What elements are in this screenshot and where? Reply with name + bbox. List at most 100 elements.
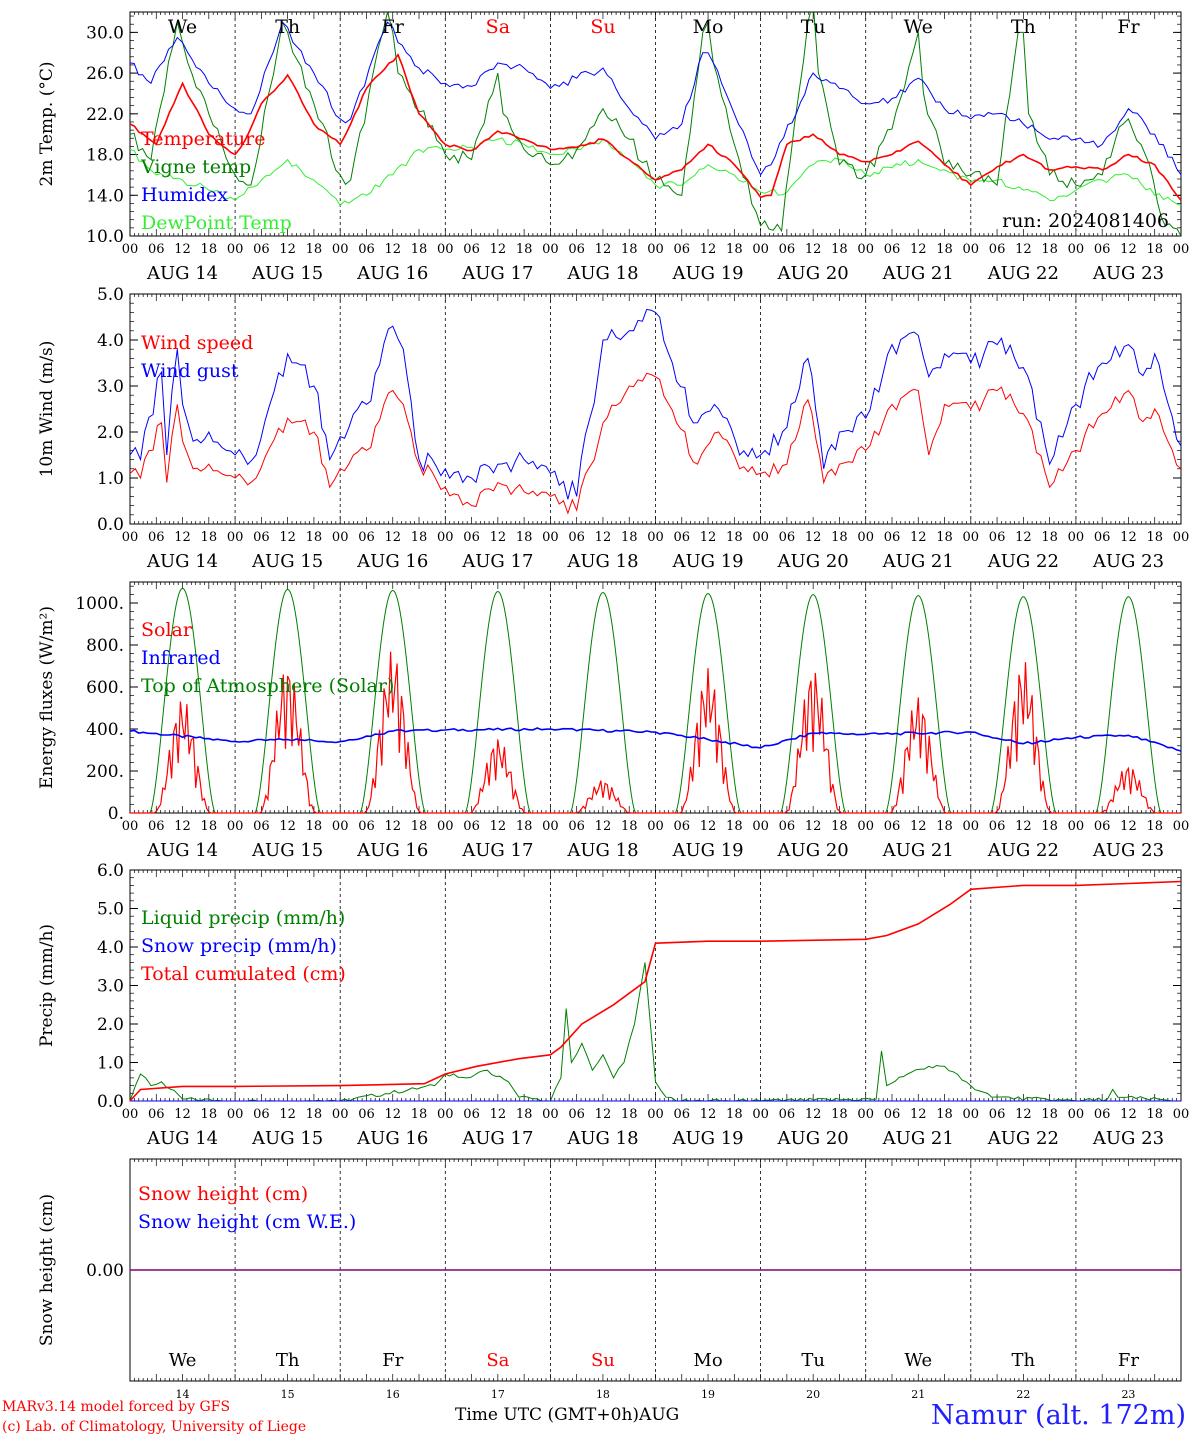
date-label: AUG 22	[987, 840, 1059, 861]
hour-label: 00	[542, 819, 559, 834]
series-total-cumulated	[129, 880, 1182, 1102]
y-tick-label: 5.0	[97, 285, 124, 305]
hour-label: 12	[700, 1107, 717, 1122]
panel-1: 00 06 12 18 AUG 14 00 06 12 18 AUG 15 00 06 12 18 AUG …	[37, 11, 1190, 284]
hour-label: 12	[279, 530, 296, 545]
hour-label: 18	[411, 242, 428, 257]
legend-top-of-atmosphere-solar-: Top of Atmosphere (Solar)	[141, 675, 394, 697]
date-label: AUG 21	[882, 1128, 954, 1149]
hour-label: 00	[227, 819, 244, 834]
day-name: Th	[1011, 16, 1036, 38]
day-number: 23	[1121, 1388, 1135, 1401]
hour-label: 00	[542, 1107, 559, 1122]
day-number: 22	[1016, 1388, 1030, 1401]
hour-label: 00	[542, 530, 559, 545]
date-label: AUG 20	[777, 1128, 849, 1149]
y-tick-label: 26.0	[86, 64, 124, 84]
day-name: Th	[276, 1350, 300, 1371]
day-name: Sa	[486, 16, 510, 38]
day-name: Th	[275, 16, 300, 38]
day-number: 14	[176, 1388, 190, 1401]
legend-snow-height-cm-: Snow height (cm)	[138, 1183, 308, 1205]
hour-label: 00	[437, 530, 454, 545]
hour-label: 18	[621, 530, 638, 545]
series-vigne-temp	[130, 12, 1181, 236]
date-label: AUG 20	[777, 263, 849, 284]
date-label: AUG 15	[251, 840, 323, 861]
legend-dewpoint-temp: DewPoint Temp	[141, 212, 292, 234]
hour-label: 18	[411, 1107, 428, 1122]
legend-wind-gust: Wind gust	[141, 360, 239, 382]
y-tick-label: 4.0	[97, 331, 124, 351]
hour-label: 18	[306, 242, 323, 257]
day-name: Fr	[1117, 16, 1140, 38]
month-label: AUG	[639, 1405, 680, 1425]
day-name: Mo	[693, 16, 724, 38]
hour-label: 00	[647, 242, 664, 257]
hour-label: 12	[700, 530, 717, 545]
hour-label: 00	[1173, 242, 1190, 257]
day-number: 17	[491, 1388, 505, 1401]
day-number: 21	[911, 1388, 925, 1401]
hour-label: 12	[1015, 819, 1032, 834]
series-dewpoint-temp	[130, 137, 1181, 207]
hour-label: 00	[752, 530, 769, 545]
date-label: AUG 16	[356, 263, 428, 284]
date-label: AUG 22	[987, 551, 1059, 572]
hour-label: 18	[726, 530, 743, 545]
day-name: Fr	[1118, 1350, 1139, 1371]
y-tick-label: 0.	[108, 804, 124, 824]
hour-label: 12	[174, 530, 191, 545]
hour-label: 00	[1068, 819, 1085, 834]
date-label: AUG 23	[1092, 551, 1164, 572]
hour-label: 06	[253, 530, 270, 545]
y-tick-label: 30.0	[86, 23, 124, 43]
day-name: Su	[590, 16, 615, 38]
y-tick-label: 4.0	[97, 938, 124, 958]
hour-label: 00	[857, 819, 874, 834]
series-wind-speed	[129, 372, 1182, 515]
hour-label: 00	[1173, 819, 1190, 834]
date-label: AUG 21	[882, 840, 954, 861]
hour-label: 18	[1041, 1107, 1058, 1122]
hour-label: 12	[174, 242, 191, 257]
y-tick-label: 6.0	[97, 861, 124, 881]
hour-label: 00	[332, 1107, 349, 1122]
date-label: AUG 18	[566, 840, 638, 861]
hour-label: 18	[936, 242, 953, 257]
hour-label: 06	[989, 530, 1006, 545]
hour-label: 06	[779, 530, 796, 545]
y-tick-label: 600.	[86, 678, 124, 698]
hour-label: 12	[279, 1107, 296, 1122]
hour-label: 18	[936, 1107, 953, 1122]
legend-solar: Solar	[141, 619, 193, 641]
hour-label: 06	[253, 242, 270, 257]
date-label: AUG 19	[671, 1128, 743, 1149]
date-label: AUG 18	[566, 551, 638, 572]
hour-label: 00	[122, 819, 139, 834]
hour-label: 18	[831, 1107, 848, 1122]
hour-label: 12	[700, 242, 717, 257]
hour-label: 06	[358, 1107, 375, 1122]
hour-label: 00	[963, 530, 980, 545]
hour-label: 06	[1094, 530, 1111, 545]
y-tick-label: 10.0	[86, 227, 124, 247]
y-axis-label: Snow height (cm)	[37, 1194, 57, 1346]
hour-label: 12	[595, 242, 612, 257]
hour-label: 18	[726, 1107, 743, 1122]
hour-label: 00	[332, 819, 349, 834]
hour-label: 06	[989, 242, 1006, 257]
hour-label: 12	[595, 530, 612, 545]
day-name: Fr	[382, 1350, 403, 1371]
date-label: AUG 23	[1092, 263, 1164, 284]
y-tick-label: 0.0	[97, 515, 124, 535]
date-label: AUG 23	[1092, 840, 1164, 861]
hour-label: 00	[437, 819, 454, 834]
lab-credit: (c) Lab. of Climatology, University of L…	[2, 1419, 307, 1435]
hour-label: 12	[1015, 530, 1032, 545]
date-label: AUG 20	[777, 551, 849, 572]
date-label: AUG 21	[882, 263, 954, 284]
y-axis-label: Energy fluxes (W/m²)	[37, 606, 57, 789]
hour-label: 00	[963, 819, 980, 834]
hour-label: 12	[490, 819, 507, 834]
